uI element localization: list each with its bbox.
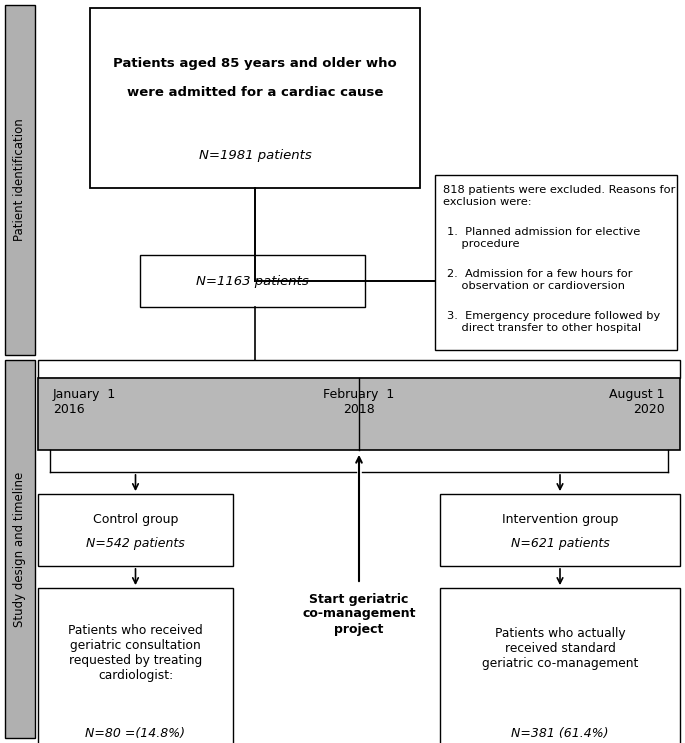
- Text: N=1163 patients: N=1163 patients: [196, 274, 309, 288]
- Text: 3.  Emergency procedure followed by
    direct transfer to other hospital: 3. Emergency procedure followed by direc…: [447, 311, 660, 333]
- Text: N=1981 patients: N=1981 patients: [199, 149, 312, 163]
- Text: N=381 (61.4%): N=381 (61.4%): [511, 727, 609, 739]
- Bar: [440, 588, 680, 743]
- Text: Patients who received
geriatric consultation
requested by treating
cardiologist:: Patients who received geriatric consulta…: [68, 624, 203, 682]
- Text: Patient identification: Patient identification: [14, 119, 27, 241]
- Bar: [90, 8, 420, 188]
- Text: August 1
2020: August 1 2020: [610, 388, 665, 416]
- Bar: [38, 588, 233, 743]
- Bar: [38, 360, 680, 378]
- Bar: [38, 378, 680, 450]
- Text: N=542 patients: N=542 patients: [86, 537, 185, 551]
- Text: Patients who actually
received standard
geriatric co-management: Patients who actually received standard …: [482, 626, 638, 669]
- Bar: [440, 494, 680, 566]
- Text: February  1
2018: February 1 2018: [323, 388, 395, 416]
- Text: 2.  Admission for a few hours for
    observation or cardioversion: 2. Admission for a few hours for observa…: [447, 269, 632, 291]
- Text: Patients aged 85 years and older who

were admitted for a cardiac cause: Patients aged 85 years and older who wer…: [113, 56, 397, 100]
- Bar: [140, 255, 365, 307]
- Text: Study design and timeline: Study design and timeline: [14, 471, 27, 626]
- Bar: [38, 494, 233, 566]
- Text: January  1
2016: January 1 2016: [53, 388, 116, 416]
- Bar: [435, 175, 677, 350]
- Text: Start geriatric
co-management
project: Start geriatric co-management project: [302, 592, 416, 635]
- Text: N=80 =(14.8%): N=80 =(14.8%): [86, 727, 186, 739]
- Text: Intervention group: Intervention group: [502, 513, 618, 525]
- Text: 1.  Planned admission for elective
    procedure: 1. Planned admission for elective proced…: [447, 227, 640, 249]
- Bar: [5, 360, 35, 738]
- Text: Control group: Control group: [92, 513, 178, 525]
- Text: 818 patients were excluded. Reasons for
exclusion were:: 818 patients were excluded. Reasons for …: [443, 185, 675, 207]
- Text: N=621 patients: N=621 patients: [510, 537, 610, 551]
- Bar: [5, 5, 35, 355]
